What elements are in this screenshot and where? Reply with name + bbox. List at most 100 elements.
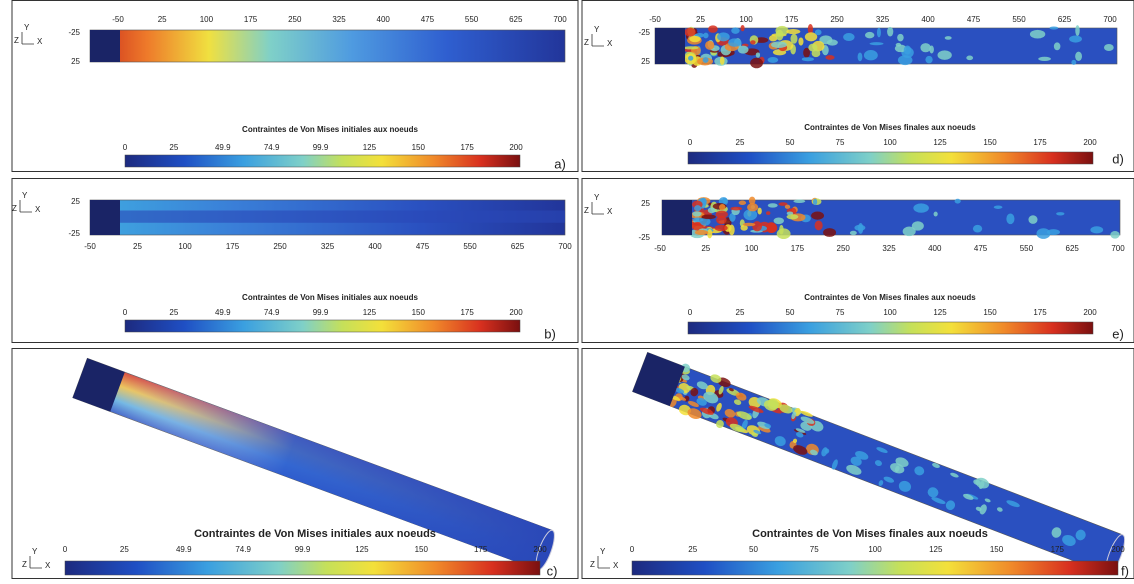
x-tick-label: 550: [465, 15, 479, 24]
stress-blob: [966, 56, 973, 61]
x-tick-label: 100: [200, 15, 214, 24]
page: {"panels": [ {"label": "a)", "legend_tit…: [0, 0, 1134, 579]
stress-blob: [689, 36, 700, 42]
x-tick-label: 400: [928, 244, 942, 253]
colorbar-tick-label: 0: [63, 545, 68, 554]
panel-label: b): [544, 326, 556, 341]
colorbar-tick-label: 0: [123, 143, 128, 152]
panel-border: [12, 1, 578, 172]
stress-blob: [730, 207, 742, 211]
stress-blob: [771, 41, 787, 48]
stress-blob: [934, 212, 938, 217]
triad-label: X: [45, 561, 51, 570]
stress-blob: [786, 29, 800, 34]
stress-blob: [827, 39, 838, 45]
x-tick-label: 550: [463, 242, 477, 251]
colorbar-tick-label: 0: [630, 545, 635, 554]
colorbar-tick-label: 125: [929, 545, 943, 554]
stress-blob: [750, 40, 756, 44]
panel: -5025100175250325400475550625700-2525Con…: [582, 1, 1134, 172]
pipe-cap: [655, 28, 685, 64]
x-tick-label: -50: [654, 244, 666, 253]
panel-label: d): [1112, 151, 1124, 166]
panel: -502510017525032540047555062570025-25Con…: [12, 179, 578, 343]
panel-label: e): [1112, 326, 1124, 341]
stress-blob: [850, 231, 857, 235]
colorbar-tick-label: 150: [412, 143, 426, 152]
stress-blob: [815, 221, 823, 231]
colorbar-tick-label: 125: [933, 138, 947, 147]
stress-blob: [920, 43, 930, 52]
x-tick-label: 625: [511, 242, 525, 251]
pipe-cap: [90, 200, 120, 235]
x-tick-label: 250: [288, 15, 302, 24]
x-tick-label: 700: [553, 15, 567, 24]
triad-label: Z: [22, 560, 27, 569]
stress-blob: [708, 25, 718, 32]
axis-triad: [592, 34, 604, 46]
stress-blob: [694, 205, 701, 211]
colorbar-tick-label: 49.9: [215, 308, 231, 317]
y-tick-label: 25: [71, 57, 80, 66]
panel-label: c): [547, 563, 558, 578]
stress-blob: [938, 50, 952, 60]
stress-blob: [1036, 228, 1050, 239]
x-tick-label: 475: [967, 15, 981, 24]
x-tick-label: 400: [921, 15, 935, 24]
colorbar-tick-label: 50: [786, 138, 795, 147]
axis-triad: [598, 556, 610, 568]
figure: -5025100175250325400475550625700-2525Con…: [0, 0, 1134, 579]
pipe-cap: [90, 30, 120, 62]
colorbar: [65, 561, 540, 575]
stress-blob: [1104, 44, 1114, 51]
x-tick-label: 25: [158, 15, 167, 24]
x-tick-label: 250: [273, 242, 287, 251]
axis-triad: [30, 556, 42, 568]
stress-blob: [692, 211, 701, 216]
panel-label: f): [1121, 563, 1129, 578]
x-tick-label: 25: [701, 244, 710, 253]
panel-border: [582, 1, 1134, 172]
x-tick-label: 625: [1058, 15, 1072, 24]
x-tick-label: 700: [558, 242, 572, 251]
colorbar-tick-label: 25: [736, 138, 745, 147]
stress-blob: [793, 199, 805, 203]
pipe-field: [90, 30, 565, 62]
triad-label: X: [607, 39, 613, 48]
x-tick-label: 100: [745, 244, 759, 253]
stress-blob: [865, 32, 874, 38]
x-tick-label: 325: [882, 244, 896, 253]
colorbar-tick-label: 100: [883, 138, 897, 147]
stress-blob: [815, 29, 822, 35]
panel: -502510017525032540047555062570025-25Con…: [582, 179, 1134, 343]
colorbar: [688, 152, 1093, 164]
colorbar-tick-label: 75: [836, 138, 845, 147]
stress-blob: [973, 225, 982, 233]
stress-blob: [1038, 57, 1051, 61]
stress-blob: [811, 212, 824, 220]
stress-blob: [887, 27, 893, 37]
colorbar-tick-label: 175: [474, 545, 488, 554]
colorbar-tick-label: 74.9: [264, 143, 280, 152]
stress-blob: [785, 205, 790, 209]
x-tick-label: 175: [244, 15, 258, 24]
stress-blob: [897, 34, 904, 42]
x-tick-label: 625: [1066, 244, 1080, 253]
stress-blob: [843, 33, 854, 41]
stress-blob: [743, 223, 756, 226]
colorbar-tick-label: 100: [883, 308, 897, 317]
triad-label: Z: [14, 36, 19, 45]
x-tick-label: 250: [830, 15, 844, 24]
x-tick-label: 325: [321, 242, 335, 251]
stress-blob: [766, 222, 777, 233]
stress-blob: [877, 28, 881, 38]
colorbar-tick-label: 100: [868, 545, 882, 554]
triad-label: Z: [584, 206, 589, 215]
colorbar-tick-label: 75: [810, 545, 819, 554]
x-tick-label: 250: [837, 244, 851, 253]
triad-label: Y: [600, 547, 606, 556]
stress-blob: [870, 42, 884, 45]
stress-blob: [945, 36, 952, 40]
colorbar-tick-label: 175: [460, 143, 474, 152]
x-tick-label: 100: [178, 242, 192, 251]
